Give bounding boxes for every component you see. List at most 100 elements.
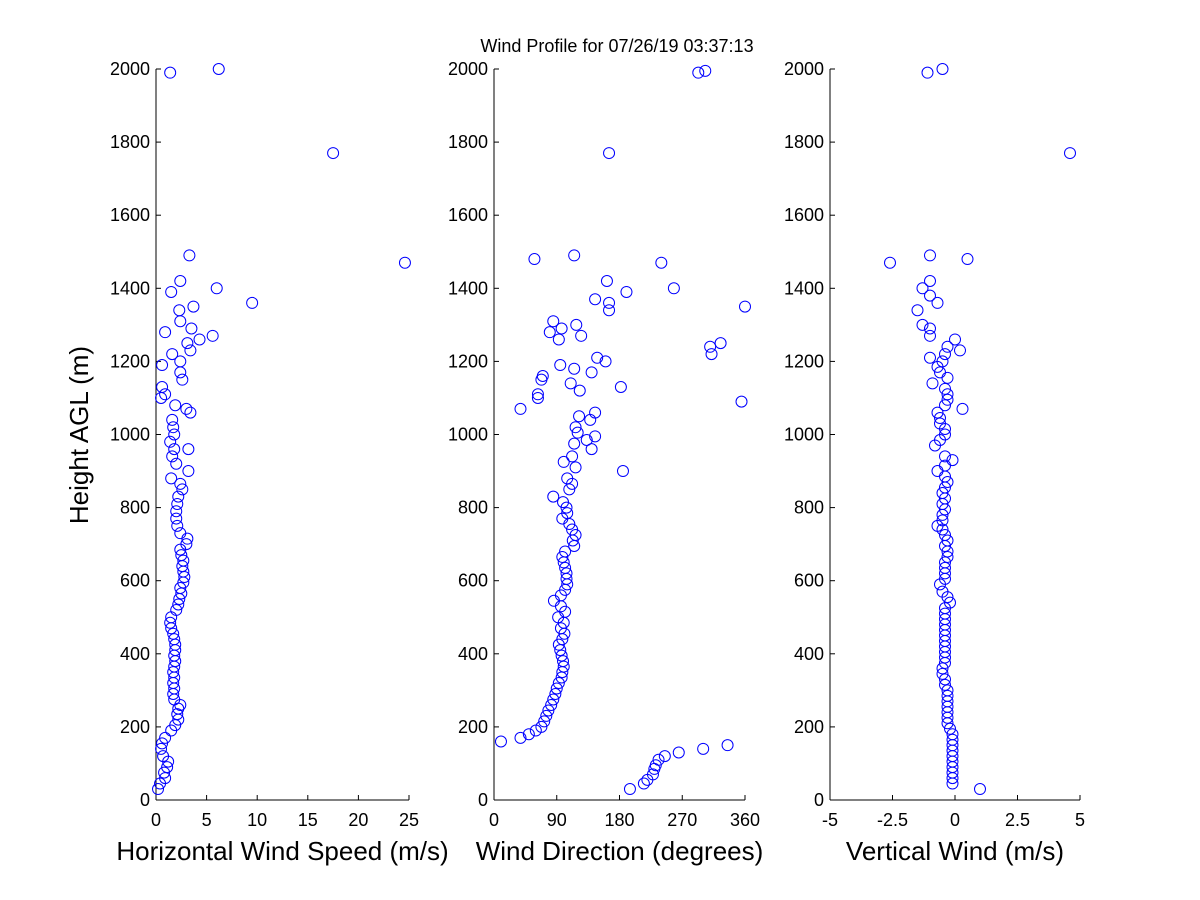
panel-3: 0 200 400 600 800 1000 1200 1400 1600 1800 2000 -5 -… bbox=[784, 59, 1085, 866]
data-point bbox=[941, 388, 954, 401]
data-point bbox=[573, 384, 586, 397]
data-point bbox=[535, 720, 548, 733]
data-point bbox=[939, 399, 951, 412]
data-point bbox=[552, 677, 565, 690]
data-point bbox=[327, 147, 340, 160]
data-point bbox=[173, 304, 186, 317]
data-point bbox=[936, 585, 949, 598]
data-point bbox=[538, 715, 551, 728]
data-point bbox=[246, 296, 259, 309]
data-point bbox=[174, 315, 187, 328]
y-tick-label: 1200 bbox=[448, 351, 488, 371]
data-point bbox=[658, 750, 671, 763]
data-point bbox=[934, 412, 946, 425]
data-point bbox=[704, 340, 717, 353]
data-point bbox=[557, 655, 570, 668]
data-point bbox=[652, 753, 665, 766]
data-point bbox=[159, 731, 172, 744]
data-point bbox=[183, 249, 196, 262]
data-point bbox=[946, 728, 959, 741]
y-tick-label: 200 bbox=[794, 717, 824, 737]
data-point bbox=[655, 256, 668, 269]
x-tick-label: 360 bbox=[730, 810, 760, 830]
y-tick-label: 1800 bbox=[448, 132, 488, 152]
data-point bbox=[924, 322, 936, 335]
data-point bbox=[568, 249, 581, 262]
data-point bbox=[555, 322, 568, 335]
data-point bbox=[934, 366, 946, 379]
data-point bbox=[936, 63, 949, 75]
data-point bbox=[944, 596, 956, 609]
data-point bbox=[157, 750, 170, 763]
data-point bbox=[554, 622, 567, 635]
data-point bbox=[557, 455, 570, 468]
data-point bbox=[589, 406, 602, 419]
data-point bbox=[954, 344, 966, 357]
data-point bbox=[170, 505, 183, 518]
data-point bbox=[170, 603, 183, 616]
data-point bbox=[939, 450, 951, 463]
data-point bbox=[941, 476, 954, 489]
data-point bbox=[398, 256, 411, 269]
x-tick-label: 20 bbox=[348, 810, 368, 830]
y-tick-label: 400 bbox=[794, 644, 824, 664]
data-point bbox=[941, 340, 954, 353]
data-point bbox=[939, 348, 951, 361]
data-point bbox=[936, 667, 949, 680]
data-point bbox=[589, 430, 602, 443]
data-point bbox=[174, 582, 187, 595]
x-tick-label: 2.5 bbox=[1005, 810, 1030, 830]
panel-1: 0 200 400 600 800 1000 1200 1400 1600 1800 2000 0 5 1… bbox=[110, 59, 449, 866]
x-tick-label: -2.5 bbox=[877, 810, 908, 830]
x-tick-label: 5 bbox=[1075, 810, 1085, 830]
y-tick-label: 2000 bbox=[784, 59, 824, 79]
data-point bbox=[181, 337, 194, 350]
data-point bbox=[589, 293, 602, 306]
data-point bbox=[884, 256, 896, 269]
panel-2: 0 200 400 600 800 1000 1200 1400 1600 1800 2000 0 90… bbox=[448, 59, 763, 866]
data-point bbox=[184, 344, 197, 357]
data-point bbox=[946, 454, 959, 467]
data-point bbox=[170, 512, 183, 525]
data-point bbox=[944, 722, 956, 735]
data-point bbox=[184, 406, 197, 419]
data-point bbox=[616, 465, 629, 478]
x-tick-label: 270 bbox=[667, 810, 697, 830]
data-point bbox=[649, 759, 662, 772]
data-point bbox=[931, 406, 944, 419]
data-point bbox=[206, 329, 219, 342]
data-point bbox=[559, 561, 572, 574]
y-tick-label: 800 bbox=[458, 498, 488, 518]
y-tick-label: 600 bbox=[794, 571, 824, 591]
data-point bbox=[924, 329, 936, 342]
data-point bbox=[580, 433, 593, 446]
y-tick-label: 400 bbox=[458, 644, 488, 664]
data-point bbox=[159, 326, 172, 339]
data-point bbox=[174, 355, 187, 368]
data-point bbox=[556, 550, 569, 563]
data-point bbox=[941, 534, 954, 547]
data-point bbox=[623, 783, 636, 796]
data-point bbox=[941, 550, 954, 563]
y-tick-label: 1400 bbox=[110, 278, 150, 298]
data-point bbox=[571, 426, 584, 439]
data-point bbox=[566, 523, 579, 536]
data-point bbox=[166, 413, 179, 426]
data-point bbox=[603, 296, 616, 309]
data-point bbox=[166, 348, 179, 361]
data-point bbox=[210, 282, 223, 295]
data-point bbox=[185, 322, 198, 335]
data-point bbox=[570, 318, 583, 331]
data-point bbox=[585, 366, 598, 379]
data-point bbox=[187, 300, 200, 313]
y-axis-label: Height AGL (m) bbox=[64, 346, 94, 524]
data-point bbox=[939, 556, 951, 569]
data-point bbox=[174, 366, 187, 379]
data-points bbox=[152, 63, 411, 796]
data-point bbox=[936, 514, 949, 527]
data-point bbox=[161, 761, 174, 774]
x-tick-label: 15 bbox=[298, 810, 318, 830]
x-tick-label: 25 bbox=[399, 810, 419, 830]
data-point bbox=[560, 567, 573, 580]
